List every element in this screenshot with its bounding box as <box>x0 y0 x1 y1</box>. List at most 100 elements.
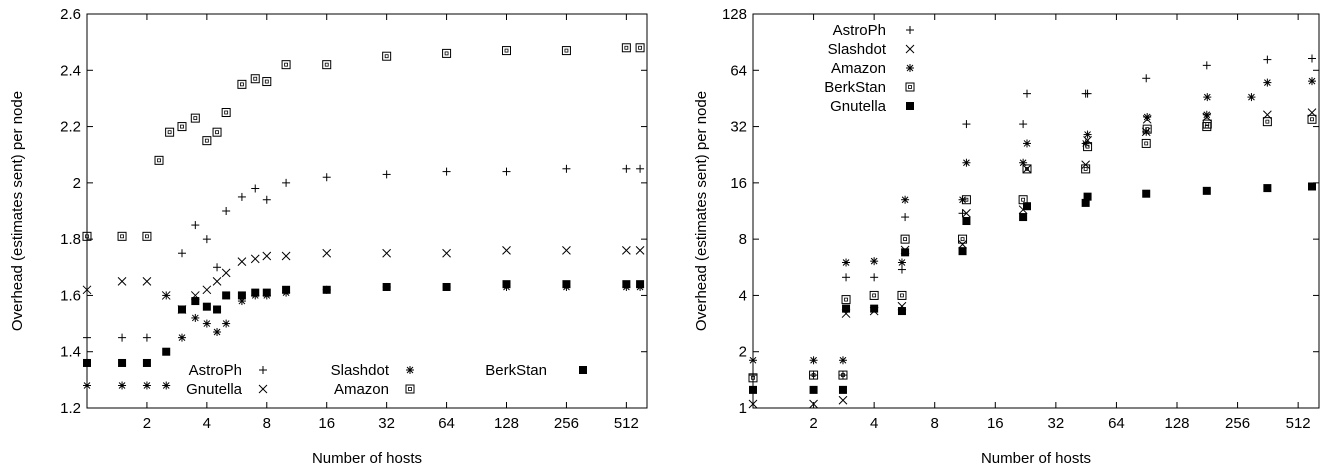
point-slashdot <box>142 381 151 390</box>
point-amazon <box>82 231 92 241</box>
point-astroph <box>118 333 127 342</box>
x-axis-label: Number of hosts <box>312 450 422 467</box>
point-amazon <box>621 43 631 53</box>
legend-symbol <box>905 82 915 92</box>
point-astroph <box>1083 89 1092 98</box>
legend-label-gnutella: Gnutella <box>830 98 887 115</box>
point-gnutella <box>502 246 511 255</box>
point-berkstan <box>142 358 151 367</box>
plot-frame <box>752 13 1320 409</box>
legend-label-astroph: AstroPh <box>833 22 886 39</box>
legend-label-slashdot: Slashdot <box>331 362 390 379</box>
point-berkstan <box>622 280 631 289</box>
chart-left: 2 4 8 16 32 64 128 256 512 1.2 1.4 1.6 1.8 2 2.2 2.4 2.… <box>9 6 648 467</box>
point-astroph <box>213 263 222 272</box>
point-astroph <box>636 164 645 173</box>
y-tick-label: 2.2 <box>60 119 81 136</box>
point-amazon <box>281 60 291 70</box>
point-astroph <box>562 164 571 173</box>
point-astroph <box>809 371 818 380</box>
chart-right: 2 4 8 16 32 64 128 256 512 1 2 4 8 16 32 64 128 Number … <box>693 6 1320 467</box>
x-tick-label: 8 <box>931 415 939 432</box>
point-astroph <box>838 371 847 380</box>
point-amazon <box>838 356 847 365</box>
point-astroph <box>382 170 391 179</box>
point-astroph <box>897 265 906 274</box>
y-ticks: 1 2 4 8 16 32 64 128 <box>722 6 1319 417</box>
y-tick-label: 8 <box>739 231 747 248</box>
point-amazon <box>635 43 645 53</box>
legend-marker-berkstan <box>579 366 587 374</box>
point-slashdot <box>748 399 758 409</box>
legend-marker-astroph <box>906 26 914 34</box>
point-amazon <box>190 113 200 123</box>
legend-symbol <box>906 64 914 72</box>
point-astroph <box>1202 61 1211 70</box>
point-amazon <box>1022 139 1031 148</box>
point-astroph <box>83 333 91 342</box>
point-amazon <box>1308 77 1317 86</box>
point-berkstan <box>900 234 910 244</box>
point-amazon <box>1081 139 1090 148</box>
x-tick-label: 64 <box>438 415 455 432</box>
point-slashdot <box>958 240 967 249</box>
point-gnutella <box>838 385 847 394</box>
point-astroph <box>1308 54 1317 63</box>
legend-label-slashdot: Slashdot <box>828 41 887 58</box>
point-gnutella <box>322 248 332 258</box>
point-gnutella <box>190 291 200 300</box>
y-axis-label: Overhead (estimates sent) per node <box>9 91 26 331</box>
legend-label-berkstan: BerkStan <box>824 79 886 96</box>
point-gnutella <box>1308 182 1317 191</box>
point-amazon <box>250 74 260 84</box>
point-amazon <box>237 79 247 89</box>
legend-label-amazon: Amazon <box>334 381 389 398</box>
y-tick-label: 2 <box>739 344 747 361</box>
legend-symbol <box>906 102 914 110</box>
point-amazon <box>502 46 512 56</box>
point-gnutella <box>161 291 171 300</box>
x-tick-label: 32 <box>1048 415 1065 432</box>
x-ticks: 2 4 8 16 32 64 128 256 512 <box>809 14 1311 432</box>
point-astroph <box>177 249 186 258</box>
point-slashdot <box>838 395 848 405</box>
point-gnutella <box>962 217 971 226</box>
point-berkstan <box>213 305 222 314</box>
point-slashdot <box>118 381 127 390</box>
point-berkstan <box>1202 122 1212 132</box>
point-gnutella <box>842 304 851 313</box>
y-tick-label: 32 <box>730 119 747 136</box>
point-gnutella <box>901 248 910 257</box>
point-berkstan <box>282 285 291 294</box>
point-amazon <box>212 127 222 137</box>
point-berkstan <box>322 285 331 294</box>
point-amazon <box>842 258 851 267</box>
point-astroph <box>222 207 231 215</box>
y-tick-label: 2 <box>73 175 81 192</box>
point-berkstan <box>748 373 758 383</box>
point-berkstan <box>869 290 879 300</box>
point-berkstan <box>222 291 231 300</box>
point-amazon <box>1203 93 1212 102</box>
point-berkstan <box>502 280 511 289</box>
point-amazon <box>202 136 212 146</box>
point-gnutella <box>177 305 187 314</box>
legend-label-astroph: AstroPh <box>189 362 242 379</box>
point-berkstan <box>958 234 968 244</box>
point-berkstan <box>1202 119 1212 129</box>
point-amazon <box>262 77 272 87</box>
point-astroph <box>237 192 246 201</box>
point-astroph <box>502 167 511 176</box>
point-gnutella <box>221 268 231 278</box>
point-astroph <box>842 273 851 282</box>
point-berkstan <box>562 280 571 289</box>
point-gnutella <box>202 285 212 295</box>
point-astroph <box>262 195 271 204</box>
point-amazon <box>1263 78 1272 87</box>
point-amazon <box>897 258 906 267</box>
point-gnutella <box>442 248 451 258</box>
point-amazon <box>177 122 187 132</box>
point-gnutella <box>237 257 247 267</box>
x-tick-label: 32 <box>378 415 395 432</box>
